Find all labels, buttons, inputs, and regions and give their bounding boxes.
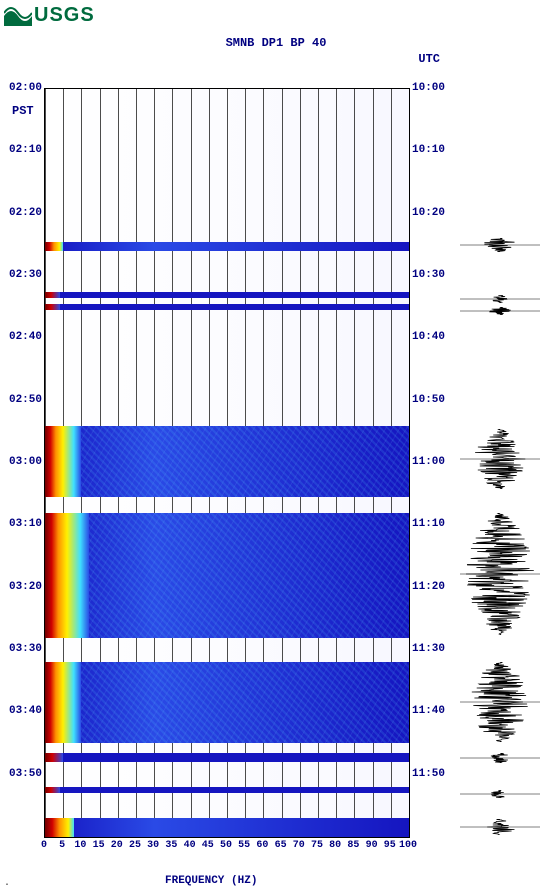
- x-tick: 35: [165, 840, 177, 851]
- plot-title: SMNB DP1 BP 40: [0, 36, 552, 50]
- x-tick: 20: [111, 840, 123, 851]
- spectro-band: [45, 304, 409, 310]
- waveform: [460, 819, 540, 835]
- x-tick: 45: [202, 840, 214, 851]
- y-tick-left: 02:30: [4, 269, 42, 281]
- spectrogram-plot: [44, 88, 410, 838]
- waveform: [460, 750, 540, 760]
- tz-right: UTC: [418, 52, 440, 66]
- waveform: [460, 662, 540, 742]
- waveform: [460, 429, 540, 489]
- y-tick-left: 03:30: [4, 643, 42, 655]
- waveform: [460, 238, 540, 252]
- y-tick-left: 02:40: [4, 331, 42, 343]
- y-tick-left: 02:00: [4, 82, 42, 94]
- y-tick-right: 10:10: [412, 144, 445, 156]
- x-tick: 60: [256, 840, 268, 851]
- y-tick-left: 02:20: [4, 207, 42, 219]
- y-tick-left: 02:10: [4, 144, 42, 156]
- y-tick-right: 11:30: [412, 643, 445, 655]
- gridline: [409, 89, 410, 837]
- x-axis-label: FREQUENCY (HZ): [165, 875, 257, 887]
- y-tick-right: 10:40: [412, 331, 445, 343]
- y-tick-right: 11:20: [412, 581, 445, 593]
- spectro-band: [45, 513, 409, 638]
- spectro-band: [45, 818, 409, 837]
- x-tick: 40: [184, 840, 196, 851]
- waveform: [460, 785, 540, 793]
- y-tick-right: 11:40: [412, 705, 445, 717]
- waveform: [460, 290, 540, 298]
- y-tick-left: 03:40: [4, 705, 42, 717]
- x-tick: 75: [311, 840, 323, 851]
- y-tick-right: 10:20: [412, 207, 445, 219]
- spectro-band: [45, 426, 409, 498]
- x-tick: 65: [275, 840, 287, 851]
- y-tick-right: 10:00: [412, 82, 445, 94]
- x-tick: 70: [293, 840, 305, 851]
- x-tick: 50: [220, 840, 232, 851]
- y-tick-left: 03:20: [4, 581, 42, 593]
- usgs-logo: USGS: [4, 4, 95, 27]
- x-tick: 90: [366, 840, 378, 851]
- y-tick-left: 03:50: [4, 768, 42, 780]
- spectro-band: [45, 753, 409, 762]
- spectro-band: [45, 787, 409, 793]
- y-tick-right: 11:10: [412, 518, 445, 530]
- footer-mark: ·: [4, 880, 10, 891]
- x-tick: 25: [129, 840, 141, 851]
- y-tick-right: 10:50: [412, 394, 445, 406]
- waveform: [460, 302, 540, 310]
- x-tick: 80: [329, 840, 341, 851]
- x-tick: 0: [41, 840, 47, 851]
- spectro-band: [45, 242, 409, 251]
- spectro-band: [45, 662, 409, 743]
- logo-text: USGS: [34, 4, 95, 27]
- x-tick: 10: [74, 840, 86, 851]
- spectro-band: [45, 292, 409, 298]
- y-tick-right: 11:50: [412, 768, 445, 780]
- x-tick: 95: [384, 840, 396, 851]
- y-tick-left: 03:10: [4, 518, 42, 530]
- y-tick-right: 10:30: [412, 269, 445, 281]
- y-tick-left: 02:50: [4, 394, 42, 406]
- y-tick-left: 03:00: [4, 456, 42, 468]
- y-tick-right: 11:00: [412, 456, 445, 468]
- x-tick: 55: [238, 840, 250, 851]
- tz-left: PST: [12, 104, 34, 118]
- x-tick: 100: [399, 840, 417, 851]
- x-tick: 85: [347, 840, 359, 851]
- wave-icon: [4, 6, 32, 26]
- x-tick: 30: [147, 840, 159, 851]
- x-tick: 15: [93, 840, 105, 851]
- x-tick: 5: [59, 840, 65, 851]
- waveform: [460, 513, 540, 635]
